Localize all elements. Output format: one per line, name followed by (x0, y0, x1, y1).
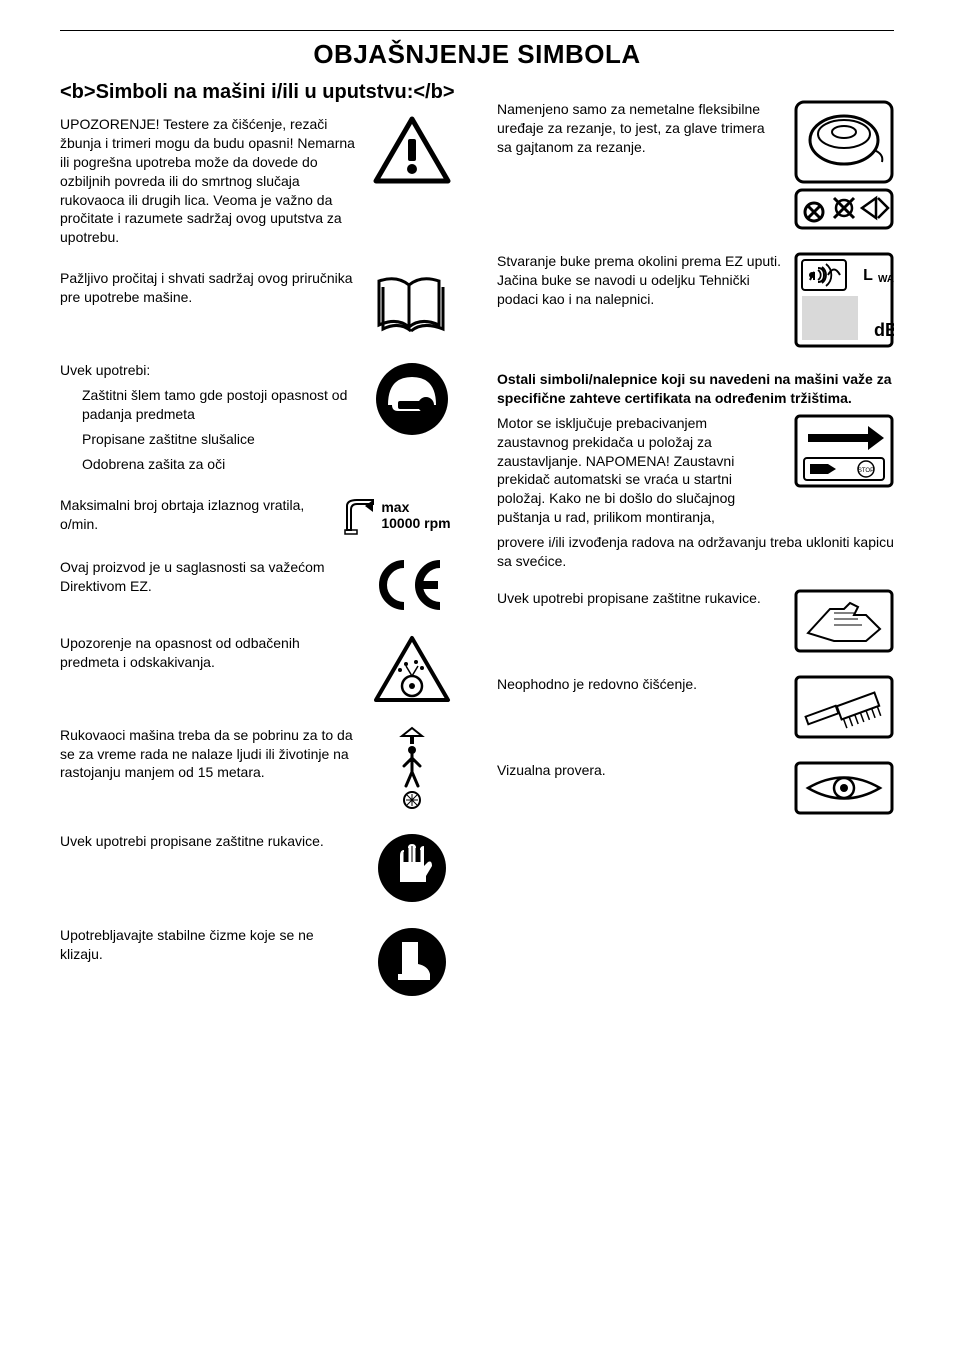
db-text: dB (874, 320, 894, 340)
symbol-row: Upozorenje na opasnost od odbačenih pred… (60, 634, 457, 704)
rpm-value-label: 10000 rpm (381, 516, 450, 531)
svg-text:STOP: STOP (858, 468, 874, 474)
symbol-text: Uvek upotrebi: Zaštitni šlem tamo gde po… (60, 361, 355, 473)
symbol-row: Upotrebljavajte stabilne čizme koje se n… (60, 926, 457, 998)
symbol-row: Namenjeno samo za nemetalne fleksibilne … (497, 100, 894, 230)
noise-lwa-icon: L WA dB (794, 252, 894, 348)
symbol-row: Uvek upotrebi propisane zaštitne rukavic… (497, 589, 894, 653)
lwa-text: L (863, 267, 873, 284)
trimmer-head-icon (794, 100, 894, 230)
max-rpm-icon: max 10000 rpm (337, 496, 457, 536)
symbol-text: Neophodno je redovno čišćenje. (497, 675, 782, 694)
symbol-text: Stvaranje buke prema okolini prema EZ up… (497, 252, 782, 309)
symbol-text: Uvek upotrebi propisane zaštitne rukavic… (497, 589, 782, 608)
gloves-circle-icon (367, 832, 457, 904)
page-title: OBJAŠNJENJE SIMBOLA (60, 39, 894, 70)
top-rule (60, 30, 894, 31)
bold-note: Ostali simboli/nalepnice koji su naveden… (497, 370, 894, 408)
stop-switch-icon: STOP (794, 414, 894, 488)
symbol-text: UPOZORENJE! Testere za čišćenje, rezači … (60, 115, 355, 247)
eye-box-icon (794, 761, 894, 815)
ce-mark-icon (367, 558, 457, 612)
manual-book-icon (367, 269, 457, 339)
brush-box-icon (794, 675, 894, 739)
gloves-box-icon (794, 589, 894, 653)
symbol-row: Stvaranje buke prema okolini prema EZ up… (497, 252, 894, 348)
rpm-max-label: max (381, 500, 450, 515)
debris-warning-icon (367, 634, 457, 704)
warning-triangle-icon (367, 115, 457, 185)
symbol-row: Motor se isključuje prebacivanjem zausta… (497, 414, 894, 527)
symbol-row: Pažljivo pročitaj i shvati sadržaj ovog … (60, 269, 457, 339)
symbol-row: UPOZORENJE! Testere za čišćenje, rezači … (60, 115, 457, 247)
symbol-row: Uvek upotrebi propisane zaštitne rukavic… (60, 832, 457, 904)
symbol-text: Namenjeno samo za nemetalne fleksibilne … (497, 100, 782, 157)
symbol-text: Vizualna provera. (497, 761, 782, 780)
helmet-icon (367, 361, 457, 437)
lwa-sub: WA (878, 274, 894, 285)
symbol-text: Pažljivo pročitaj i shvati sadržaj ovog … (60, 269, 355, 307)
symbol-text: Uvek upotrebi propisane zaštitne rukavic… (60, 832, 355, 851)
symbol-row: Maksimalni broj obrtaja izlaznog vratila… (60, 496, 457, 536)
symbol-text: Maksimalni broj obrtaja izlaznog vratila… (60, 496, 325, 534)
columns: <b>Simboli na mašini i/ili u uputstvu:</… (60, 80, 894, 1020)
distance-15m-icon (367, 726, 457, 810)
symbol-text: Upozorenje na opasnost od odbačenih pred… (60, 634, 355, 672)
right-column: Namenjeno samo za nemetalne fleksibilne … (497, 80, 894, 1020)
left-heading: <b>Simboli na mašini i/ili u uputstvu:</… (60, 80, 457, 105)
symbol-text-cont: provere i/ili izvođenja radova na održav… (497, 533, 894, 571)
boots-circle-icon (367, 926, 457, 998)
symbol-row: Ovaj proizvod je u saglasnosti sa važećo… (60, 558, 457, 612)
symbol-row: Neophodno je redovno čišćenje. (497, 675, 894, 739)
symbol-text: Upotrebljavajte stabilne čizme koje se n… (60, 926, 355, 964)
symbol-text: Ovaj proizvod je u saglasnosti sa važećo… (60, 558, 355, 596)
symbol-text: Rukovaoci mašina treba da se pobrinu za … (60, 726, 355, 783)
left-column: <b>Simboli na mašini i/ili u uputstvu:</… (60, 80, 457, 1020)
symbol-row: Rukovaoci mašina treba da se pobrinu za … (60, 726, 457, 810)
symbol-row: Uvek upotrebi: Zaštitni šlem tamo gde po… (60, 361, 457, 473)
symbol-row: Vizualna provera. (497, 761, 894, 815)
symbol-text: Motor se isključuje prebacivanjem zausta… (497, 414, 782, 527)
